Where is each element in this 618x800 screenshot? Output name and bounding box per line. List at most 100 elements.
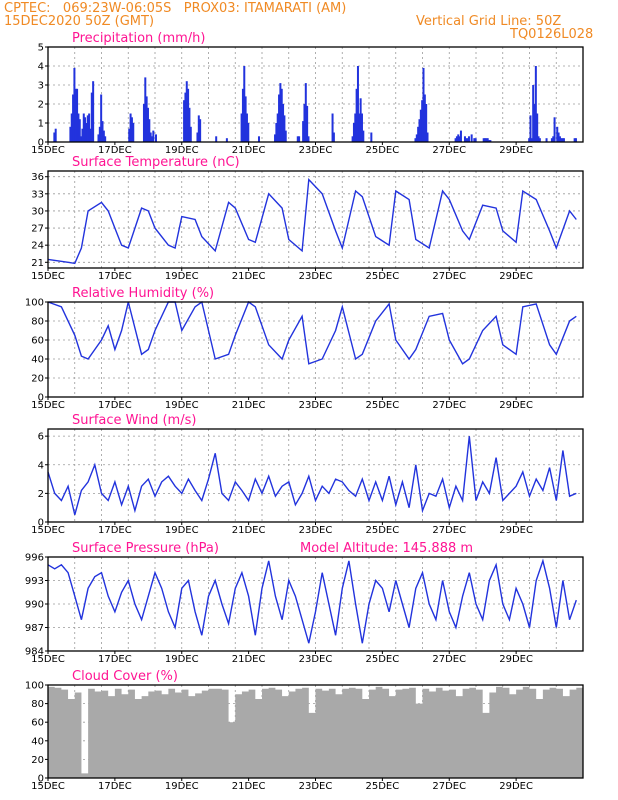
precip-bar [303, 104, 306, 142]
precip-bar [188, 107, 191, 142]
precip-bar [352, 123, 355, 142]
precip-bar [278, 94, 281, 142]
x-tick-label: 15DEC [31, 400, 65, 411]
precip-bar [101, 121, 104, 142]
precip-bar [90, 92, 93, 142]
precip-bar [304, 83, 307, 142]
y-tick-label: 80 [31, 317, 44, 328]
x-tick-label: 19DEC [165, 145, 199, 156]
precip-bar [296, 136, 299, 142]
y-tick-label: 0 [38, 774, 44, 785]
x-tick-label: 29DEC [499, 525, 533, 536]
precip-bar [538, 138, 541, 142]
precip-bar [298, 136, 301, 142]
x-tick-label: 25DEC [366, 145, 400, 156]
x-tick-label: 27DEC [432, 781, 466, 792]
x-tick-label: 17DEC [98, 654, 132, 665]
precip-bar [552, 136, 555, 142]
precip-bar [356, 66, 359, 142]
y-tick-label: 990 [25, 600, 44, 611]
x-tick-label: 23DEC [299, 145, 333, 156]
y-tick-label: 40 [31, 355, 44, 366]
x-tick-label: 21DEC [232, 654, 266, 665]
precip-bar [80, 136, 83, 142]
precip-bar [74, 88, 77, 142]
precip-bar [534, 66, 537, 142]
precip-bar [152, 130, 155, 142]
y-tick-label: 21 [31, 258, 44, 269]
precip-bar [486, 138, 489, 142]
precip-bar [81, 128, 84, 142]
precip-bar [466, 138, 469, 142]
precip-bar [484, 138, 487, 142]
precip-bar [574, 138, 577, 142]
precip-bar [82, 113, 85, 142]
precip-bar [102, 130, 105, 142]
x-tick-label: 15DEC [31, 145, 65, 156]
precip-bar [528, 138, 531, 142]
humidity-line [47, 300, 577, 365]
precip-bar [550, 138, 553, 142]
precip-bar [104, 136, 107, 142]
y-tick-label: 0 [38, 138, 44, 149]
y-tick-label: 30 [31, 206, 44, 217]
x-tick-label: 25DEC [366, 781, 400, 792]
x-tick-label: 19DEC [165, 400, 199, 411]
x-tick-label: 25DEC [366, 525, 400, 536]
precip-bar [245, 113, 248, 142]
precip-bar [144, 77, 147, 142]
precip-bar [185, 81, 188, 142]
y-tick-label: 3 [38, 81, 44, 92]
x-tick-label: 27DEC [432, 654, 466, 665]
x-tick-label: 17DEC [98, 400, 132, 411]
precip-bar [419, 109, 422, 142]
precip-bar [73, 67, 76, 142]
x-tick-label: 27DEC [432, 145, 466, 156]
precip-bar [360, 113, 363, 142]
precip-bar [422, 67, 425, 142]
wind-panel: 0 2 4 6 15DEC 17DEC 19DEC 21DEC 23DEC 25DEC 27DEC 2… [31, 413, 584, 536]
y-tick-label: 4 [38, 62, 44, 73]
precip-bar [128, 128, 131, 142]
x-tick-label: 27DEC [432, 271, 466, 282]
y-tick-label: 27 [31, 224, 44, 235]
x-tick-label: 29DEC [499, 781, 533, 792]
precip-bar [562, 138, 565, 142]
precip-bar [76, 88, 79, 142]
precip-bar [257, 136, 260, 142]
x-tick-label: 21DEC [232, 525, 266, 536]
precip-bar [457, 134, 460, 142]
y-tick-label: 984 [25, 647, 44, 658]
precip-bar [78, 119, 81, 142]
precip-bar [284, 130, 287, 142]
x-tick-label: 27DEC [432, 525, 466, 536]
x-tick-label: 23DEC [299, 525, 333, 536]
precip-bar [558, 136, 561, 142]
precip-bar [358, 113, 361, 142]
precip-bar [307, 136, 310, 142]
precip-bar [537, 136, 540, 142]
precip-bar [215, 136, 218, 142]
x-tick-label: 25DEC [366, 400, 400, 411]
precip-bar [98, 126, 101, 142]
precip-bar [85, 123, 88, 142]
precip-bar [88, 113, 91, 142]
precip-bar [359, 98, 362, 142]
precip-bar [149, 132, 152, 142]
precip-bar [470, 134, 473, 142]
precip-bar [146, 107, 149, 142]
precip-bar [355, 88, 358, 142]
precip-bar [276, 113, 279, 142]
precip-bar [69, 126, 72, 142]
temperature-title: Surface Temperature (nC) [72, 155, 240, 170]
precip-bar [473, 138, 476, 142]
precip-bar [306, 105, 309, 142]
precip-bar [417, 126, 420, 142]
x-tick-label: 17DEC [98, 781, 132, 792]
wind-line [47, 436, 577, 515]
precip-bar [530, 138, 533, 142]
model-altitude-label: Model Altitude: 145.888 m [300, 541, 473, 556]
pressure-title: Surface Pressure (hPa) [72, 541, 219, 556]
x-tick-label: 19DEC [165, 525, 199, 536]
precip-bar [421, 100, 424, 142]
